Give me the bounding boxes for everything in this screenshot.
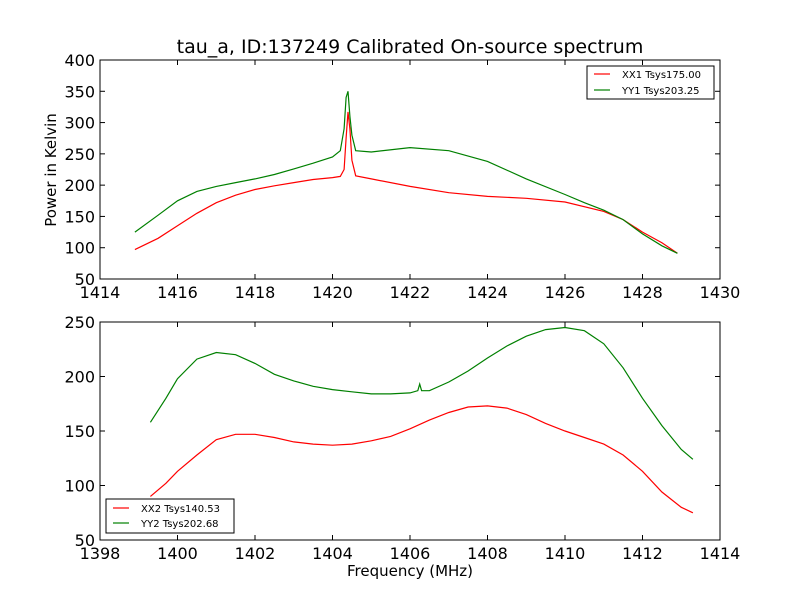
top-legend-frame — [586, 65, 715, 100]
top-y-tick-label-2: 150 — [64, 207, 95, 226]
top-series-layer — [134, 91, 678, 254]
top-x-tick-label-0: 1414 — [80, 283, 121, 302]
figure-title: tau_a, ID:137249 Calibrated On-source sp… — [177, 36, 644, 58]
bottom-legend-label-1: YY2 Tsys202.68 — [140, 519, 219, 530]
top-y-tick-label-1: 100 — [64, 239, 95, 258]
bottom-y-tick-label-2: 150 — [64, 422, 95, 441]
bottom-x-tick-label-6: 1410 — [545, 544, 586, 563]
top-y-tick-label-6: 350 — [64, 82, 95, 101]
bottom-y-tick-label-4: 250 — [64, 313, 95, 332]
top-legend: XX1 Tsys175.00 YY1 Tsys203.25 — [586, 65, 715, 100]
top-legend-label-0: XX1 Tsys175.00 — [622, 70, 701, 81]
top-x-tick-label-3: 1420 — [312, 283, 353, 302]
bottom-x-tick-label-5: 1408 — [467, 544, 508, 563]
bottom-x-axis-label: Frequency (MHz) — [347, 562, 473, 580]
top-x-tick-label-6: 1426 — [545, 283, 586, 302]
top-x-tick-label-4: 1422 — [390, 283, 431, 302]
bottom-y-tick-label-0: 50 — [75, 531, 95, 550]
bottom-x-tick-label-0: 1398 — [80, 544, 121, 563]
bottom-series-line-1 — [149, 326, 694, 460]
top-series-line-0 — [134, 111, 678, 254]
top-x-tick-label-1: 1416 — [157, 283, 198, 302]
top-x-tick-label-5: 1424 — [467, 283, 508, 302]
top-y-tick-label-3: 200 — [64, 176, 95, 195]
top-x-tick-label-2: 1418 — [235, 283, 276, 302]
bottom-legend: XX2 Tsys140.53 YY2 Tsys202.68 — [105, 498, 235, 534]
bottom-x-tick-label-2: 1402 — [235, 544, 276, 563]
bottom-x-tick-label-1: 1400 — [157, 544, 198, 563]
subplot-bottom: 1398 1400 1402 1404 1406 1408 1410 1412 1414 50 10… — [64, 313, 740, 580]
top-y-tick-label-0: 50 — [75, 270, 95, 289]
bottom-x-tick-label-4: 1406 — [390, 544, 431, 563]
bottom-x-tick-label-7: 1412 — [622, 544, 663, 563]
bottom-ticks-layer: 1398 1400 1402 1404 1406 1408 1410 1412 1414 50 10… — [64, 313, 740, 563]
bottom-y-tick-label-1: 100 — [64, 477, 95, 496]
bottom-legend-frame — [105, 498, 235, 534]
top-y-tick-label-7: 400 — [64, 51, 95, 70]
top-series-line-1 — [134, 91, 678, 254]
top-ticks-layer: 1414 1416 1418 1420 1422 1424 1426 1428 1430 50 10… — [64, 51, 740, 302]
top-x-tick-label-7: 1428 — [622, 283, 663, 302]
bottom-y-tick-label-3: 200 — [64, 368, 95, 387]
top-x-tick-label-8: 1430 — [700, 283, 741, 302]
bottom-series-layer — [149, 326, 694, 514]
bottom-x-tick-label-8: 1414 — [700, 544, 741, 563]
bottom-series-line-0 — [150, 405, 694, 514]
bottom-x-tick-label-3: 1404 — [312, 544, 353, 563]
top-y-tick-label-4: 250 — [64, 145, 95, 164]
bottom-legend-label-0: XX2 Tsys140.53 — [141, 504, 220, 515]
top-legend-label-1: YY1 Tsys203.25 — [621, 86, 700, 97]
top-y-axis-label: Power in Kelvin — [42, 113, 60, 227]
top-y-tick-label-5: 300 — [64, 114, 95, 133]
subplot-top: 1414 1416 1418 1420 1422 1424 1426 1428 1430 50 10… — [42, 51, 740, 302]
